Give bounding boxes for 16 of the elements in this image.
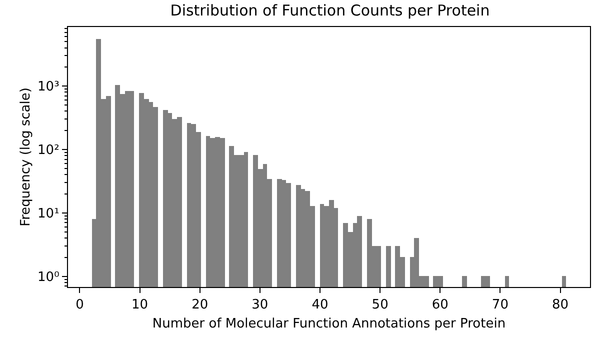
y-axis-title: Frequency (log scale) — [18, 88, 34, 226]
y-tick-label: 10³ — [38, 80, 60, 95]
x-axis-title: Number of Molecular Function Annotations per Protein — [152, 316, 506, 332]
chart-title: Distribution of Function Counts per Protein — [170, 2, 490, 20]
x-tick-label: 70 — [492, 298, 508, 313]
x-tick-label: 20 — [192, 298, 208, 313]
x-tick-label: 80 — [552, 298, 569, 313]
x-tick-label: 0 — [76, 298, 84, 313]
y-tick-label: 10¹ — [38, 206, 60, 222]
y-tick-label: 10⁰ — [38, 270, 60, 285]
x-tick-label: 30 — [252, 298, 268, 313]
x-tick-label: 60 — [432, 298, 448, 313]
x-tick-label: 10 — [132, 298, 148, 313]
x-tick-label: 40 — [312, 298, 328, 313]
x-tick-label: 50 — [372, 298, 388, 313]
y-tick-label: 10² — [38, 143, 60, 158]
